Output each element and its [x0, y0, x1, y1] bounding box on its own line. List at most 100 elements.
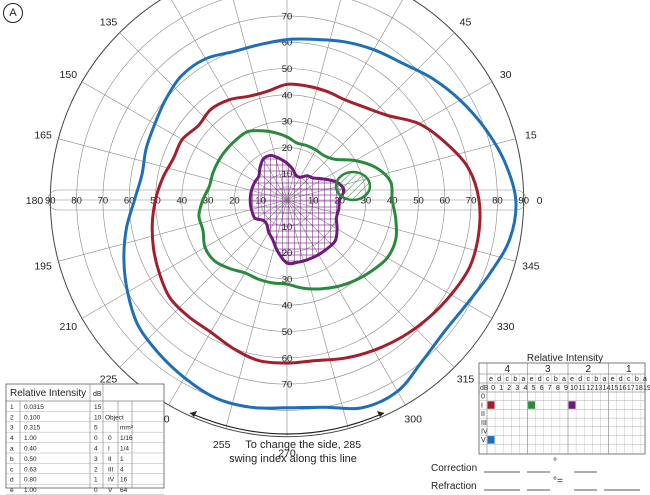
object-size-code: IV: [108, 477, 115, 484]
ring-label-bottom: 60: [282, 353, 293, 364]
grid-meridian: [81, 199, 288, 319]
grid-letter: e: [570, 376, 574, 383]
grid-row-label: I: [481, 402, 483, 409]
meridian-label: 135: [100, 17, 118, 29]
grid-number: 6: [540, 385, 544, 392]
grid-db-prefix: dB: [480, 385, 489, 392]
grid-letter: c: [546, 376, 550, 383]
grid-group-label: 1: [626, 364, 632, 375]
meridian-label: 255: [213, 439, 231, 451]
panel-label: A: [3, 3, 23, 23]
grid-row-label: IV: [481, 429, 488, 436]
grid-number: 9: [564, 385, 568, 392]
table-cell-value: 0.315: [24, 425, 41, 432]
scale-label-right: 60: [440, 196, 451, 207]
isopter: [122, 37, 518, 411]
ring-label-bottom: 70: [282, 380, 293, 391]
grid-number: 17: [627, 385, 635, 392]
ring-label-bottom: 30: [282, 274, 293, 285]
meridian-label: 345: [522, 260, 540, 272]
meridian-label: 270: [278, 448, 296, 460]
grid-letter: d: [497, 376, 501, 383]
table-cell-db: 15: [94, 404, 102, 411]
grid-letter: b: [554, 376, 558, 383]
grid-meridian: [286, 0, 341, 201]
table-cell-value: 0.0315: [24, 404, 44, 411]
blind-spot: [334, 170, 372, 202]
object-size-code: II: [108, 456, 112, 463]
object-size-code: I: [108, 446, 110, 453]
isopters: [122, 37, 518, 411]
ring-label-top: 70: [282, 11, 293, 22]
grid-letter: e: [611, 376, 615, 383]
table-unit: dB: [93, 391, 102, 398]
ring-label-top: 30: [282, 117, 293, 128]
meridian-label: 30: [500, 69, 512, 81]
table-cell-key: d: [10, 477, 14, 484]
grid-letter: d: [619, 376, 623, 383]
grid-letter: c: [627, 376, 631, 383]
table-cell-db: 4: [94, 446, 98, 453]
grid-number: 0: [491, 385, 495, 392]
swing-index-arc[interactable]: [189, 412, 385, 435]
scale-label-right: 80: [492, 196, 503, 207]
meridian-label: 165: [34, 130, 52, 142]
grid-mark: [528, 401, 535, 409]
table-cell-db: 10: [94, 414, 102, 421]
grid-title: Relative Intensity: [527, 353, 603, 364]
grid-number: 1: [499, 385, 503, 392]
arrowhead-right-icon: [377, 411, 384, 417]
table-title: Relative Intensity: [10, 388, 86, 399]
grid-letter: c: [506, 376, 510, 383]
ring-label-top: 50: [282, 64, 293, 75]
grid-number: 4: [523, 385, 527, 392]
grid-mark: [568, 401, 576, 409]
table-cell-value: 0.100: [24, 414, 41, 421]
table-cell-key: b: [10, 456, 14, 463]
table-cell-db: 5: [94, 425, 98, 432]
meridian-label: 300: [404, 414, 422, 426]
grid-meridian: [119, 199, 288, 368]
table-cell-db: 0: [94, 487, 98, 494]
grid-mark: [487, 401, 495, 409]
grid-letter: a: [643, 376, 647, 383]
meridian-label: 0: [537, 195, 543, 207]
table-cell-db: 3: [94, 456, 98, 463]
scale-label-left: 70: [98, 196, 109, 207]
grid-number: 18: [635, 385, 643, 392]
table-cell-value: 0.40: [24, 446, 37, 453]
grid-number: 5: [532, 385, 536, 392]
table-cell-key: c: [10, 466, 14, 473]
refraction-degree: °=: [553, 476, 563, 487]
grid-letter: c: [587, 376, 591, 383]
grid-number: 2: [507, 385, 511, 392]
object-size-code: V: [108, 487, 113, 494]
grid-meridian: [168, 199, 288, 406]
grid-letter: d: [578, 376, 582, 383]
meridian-label: 150: [60, 69, 78, 81]
correction-label: Correction: [431, 463, 477, 474]
grid-frame: [478, 362, 646, 455]
grid-number: 7: [548, 385, 552, 392]
object-size-code: III: [108, 466, 114, 473]
side-instruction-line1: To change the side,: [245, 439, 340, 451]
isopter: [248, 154, 346, 266]
grid-letter: b: [513, 376, 517, 383]
object-size-value: 1/16: [120, 435, 133, 442]
scale-label-left: 80: [71, 196, 82, 207]
grid-letter: a: [602, 376, 606, 383]
object-header: Object: [105, 414, 124, 421]
table-cell-key: 2: [10, 414, 14, 421]
scale-label-left: 60: [124, 196, 135, 207]
ring-label-top: 20: [282, 143, 293, 154]
grid-number: 15: [611, 385, 619, 392]
grid-meridian: [286, 32, 455, 201]
object-size-value: 1: [120, 456, 124, 463]
grid-number: 3: [515, 385, 519, 392]
grid-number: 8: [556, 385, 560, 392]
grid-row-label: V: [481, 437, 486, 444]
object-unit: mm²: [120, 425, 134, 432]
perimetry-grid: [47, 0, 527, 438]
table-cell-key: e: [10, 487, 14, 494]
table-cell-value: 0.63: [24, 466, 37, 473]
